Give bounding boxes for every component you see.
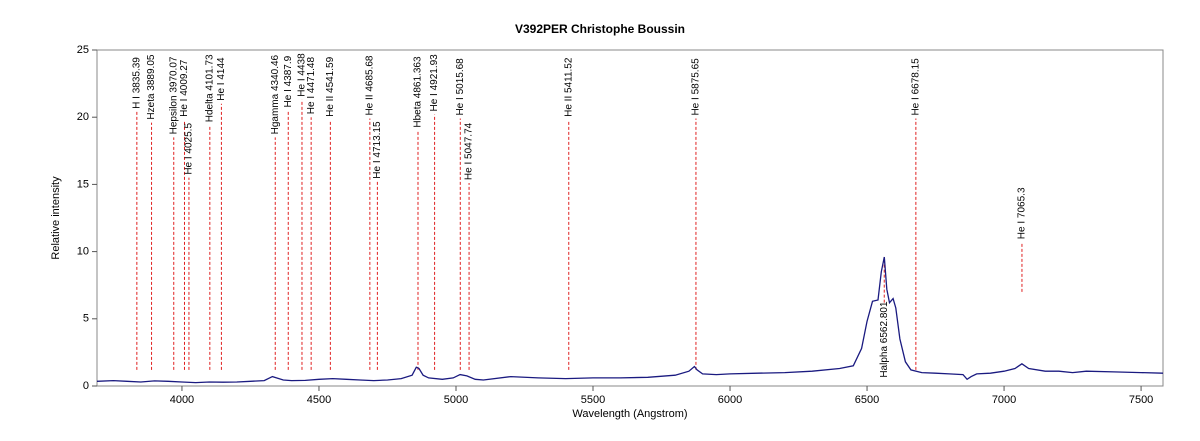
y-tick-label: 5	[83, 313, 89, 325]
line-label: He I 5875.65	[691, 58, 702, 116]
line-label: He I 4713.15	[372, 121, 383, 179]
y-tick-label: 0	[83, 380, 89, 392]
line-label: Hzeta 3889.05	[146, 54, 157, 119]
line-label: Hdelta 4101.73	[204, 54, 215, 122]
line-label: He II 4541.59	[325, 56, 336, 116]
line-label: Hbeta 4861.363	[413, 56, 424, 128]
x-axis-label: Wavelength (Angstrom)	[572, 408, 687, 420]
line-label: He I 4921.93	[429, 54, 440, 112]
line-label: Hepsilon 3970.07	[168, 56, 179, 134]
line-label: He I 7065.3	[1017, 187, 1028, 239]
x-tick-label: 6500	[855, 394, 879, 406]
y-tick-label: 25	[77, 44, 89, 56]
x-tick-label: 7500	[1129, 394, 1153, 406]
line-label: He I 6678.15	[911, 58, 922, 116]
line-label: He I 4438	[297, 53, 308, 97]
line-label: He I 4025.5	[184, 123, 195, 175]
line-label: He I 4144	[216, 57, 227, 101]
plot-frame	[96, 49, 1164, 387]
line-label: He II 5411.52	[563, 57, 574, 117]
line-label: He II 4685.68	[364, 55, 375, 115]
x-tick-label: 5000	[444, 394, 468, 406]
x-tick-label: 6000	[718, 394, 742, 406]
y-tick-label: 15	[77, 178, 89, 190]
x-tick-label: 5500	[581, 394, 605, 406]
x-tick-label: 4000	[170, 394, 194, 406]
y-tick-label: 20	[77, 111, 89, 123]
line-label: H I 3835.39	[131, 57, 142, 109]
y-axis-label: Relative intensity	[50, 176, 62, 260]
chart-title: V392PER Christophe Boussin	[515, 22, 685, 36]
line-label: Halpha 6562.801	[879, 301, 890, 378]
line-label: Hgamma 4340.46	[270, 54, 281, 134]
y-tick-label: 10	[77, 246, 89, 258]
line-label: He I 4009.27	[179, 59, 190, 117]
line-label: He I 4387.9	[283, 55, 294, 107]
spectrum-line	[96, 256, 1164, 384]
line-label: He I 5015.68	[455, 58, 466, 116]
x-tick-label: 4500	[307, 394, 331, 406]
x-tick-label: 7000	[992, 394, 1016, 406]
line-label: He I 4471.48	[306, 56, 317, 114]
line-label: He I 5047.74	[464, 122, 475, 180]
